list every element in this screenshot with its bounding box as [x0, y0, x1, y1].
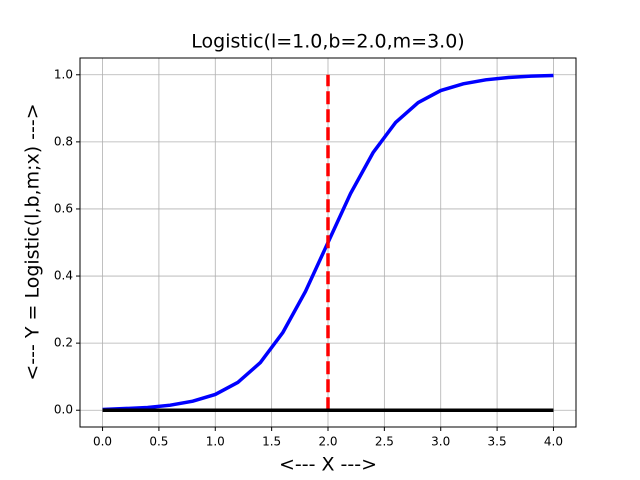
- x-tick-label: 4.0: [544, 435, 563, 449]
- y-tick-label: 1.0: [54, 67, 73, 81]
- y-axis-label: <--- Y = Logistic(l,b,m;x) --->: [22, 103, 44, 380]
- x-tick-label: 1.5: [262, 435, 281, 449]
- x-tick-label: 3.0: [431, 435, 450, 449]
- x-tick-label: 2.5: [375, 435, 394, 449]
- y-tick-label: 0.8: [54, 134, 73, 148]
- y-tick-label: 0.0: [54, 403, 73, 417]
- y-tick-label: 0.2: [54, 336, 73, 350]
- y-tick-label: 0.6: [54, 201, 73, 215]
- chart-title: Logistic(l=1.0,b=2.0,m=3.0): [191, 31, 464, 53]
- x-tick-label: 3.5: [488, 435, 507, 449]
- plot-frame: [79, 57, 577, 428]
- x-axis-label: <--- X --->: [279, 454, 377, 476]
- x-tick-label: 0.0: [93, 435, 112, 449]
- x-tick-label: 1.0: [206, 435, 225, 449]
- x-tick-label: 0.5: [149, 435, 168, 449]
- x-tick-label: 2.0: [318, 435, 337, 449]
- y-tick-label: 0.4: [54, 269, 73, 283]
